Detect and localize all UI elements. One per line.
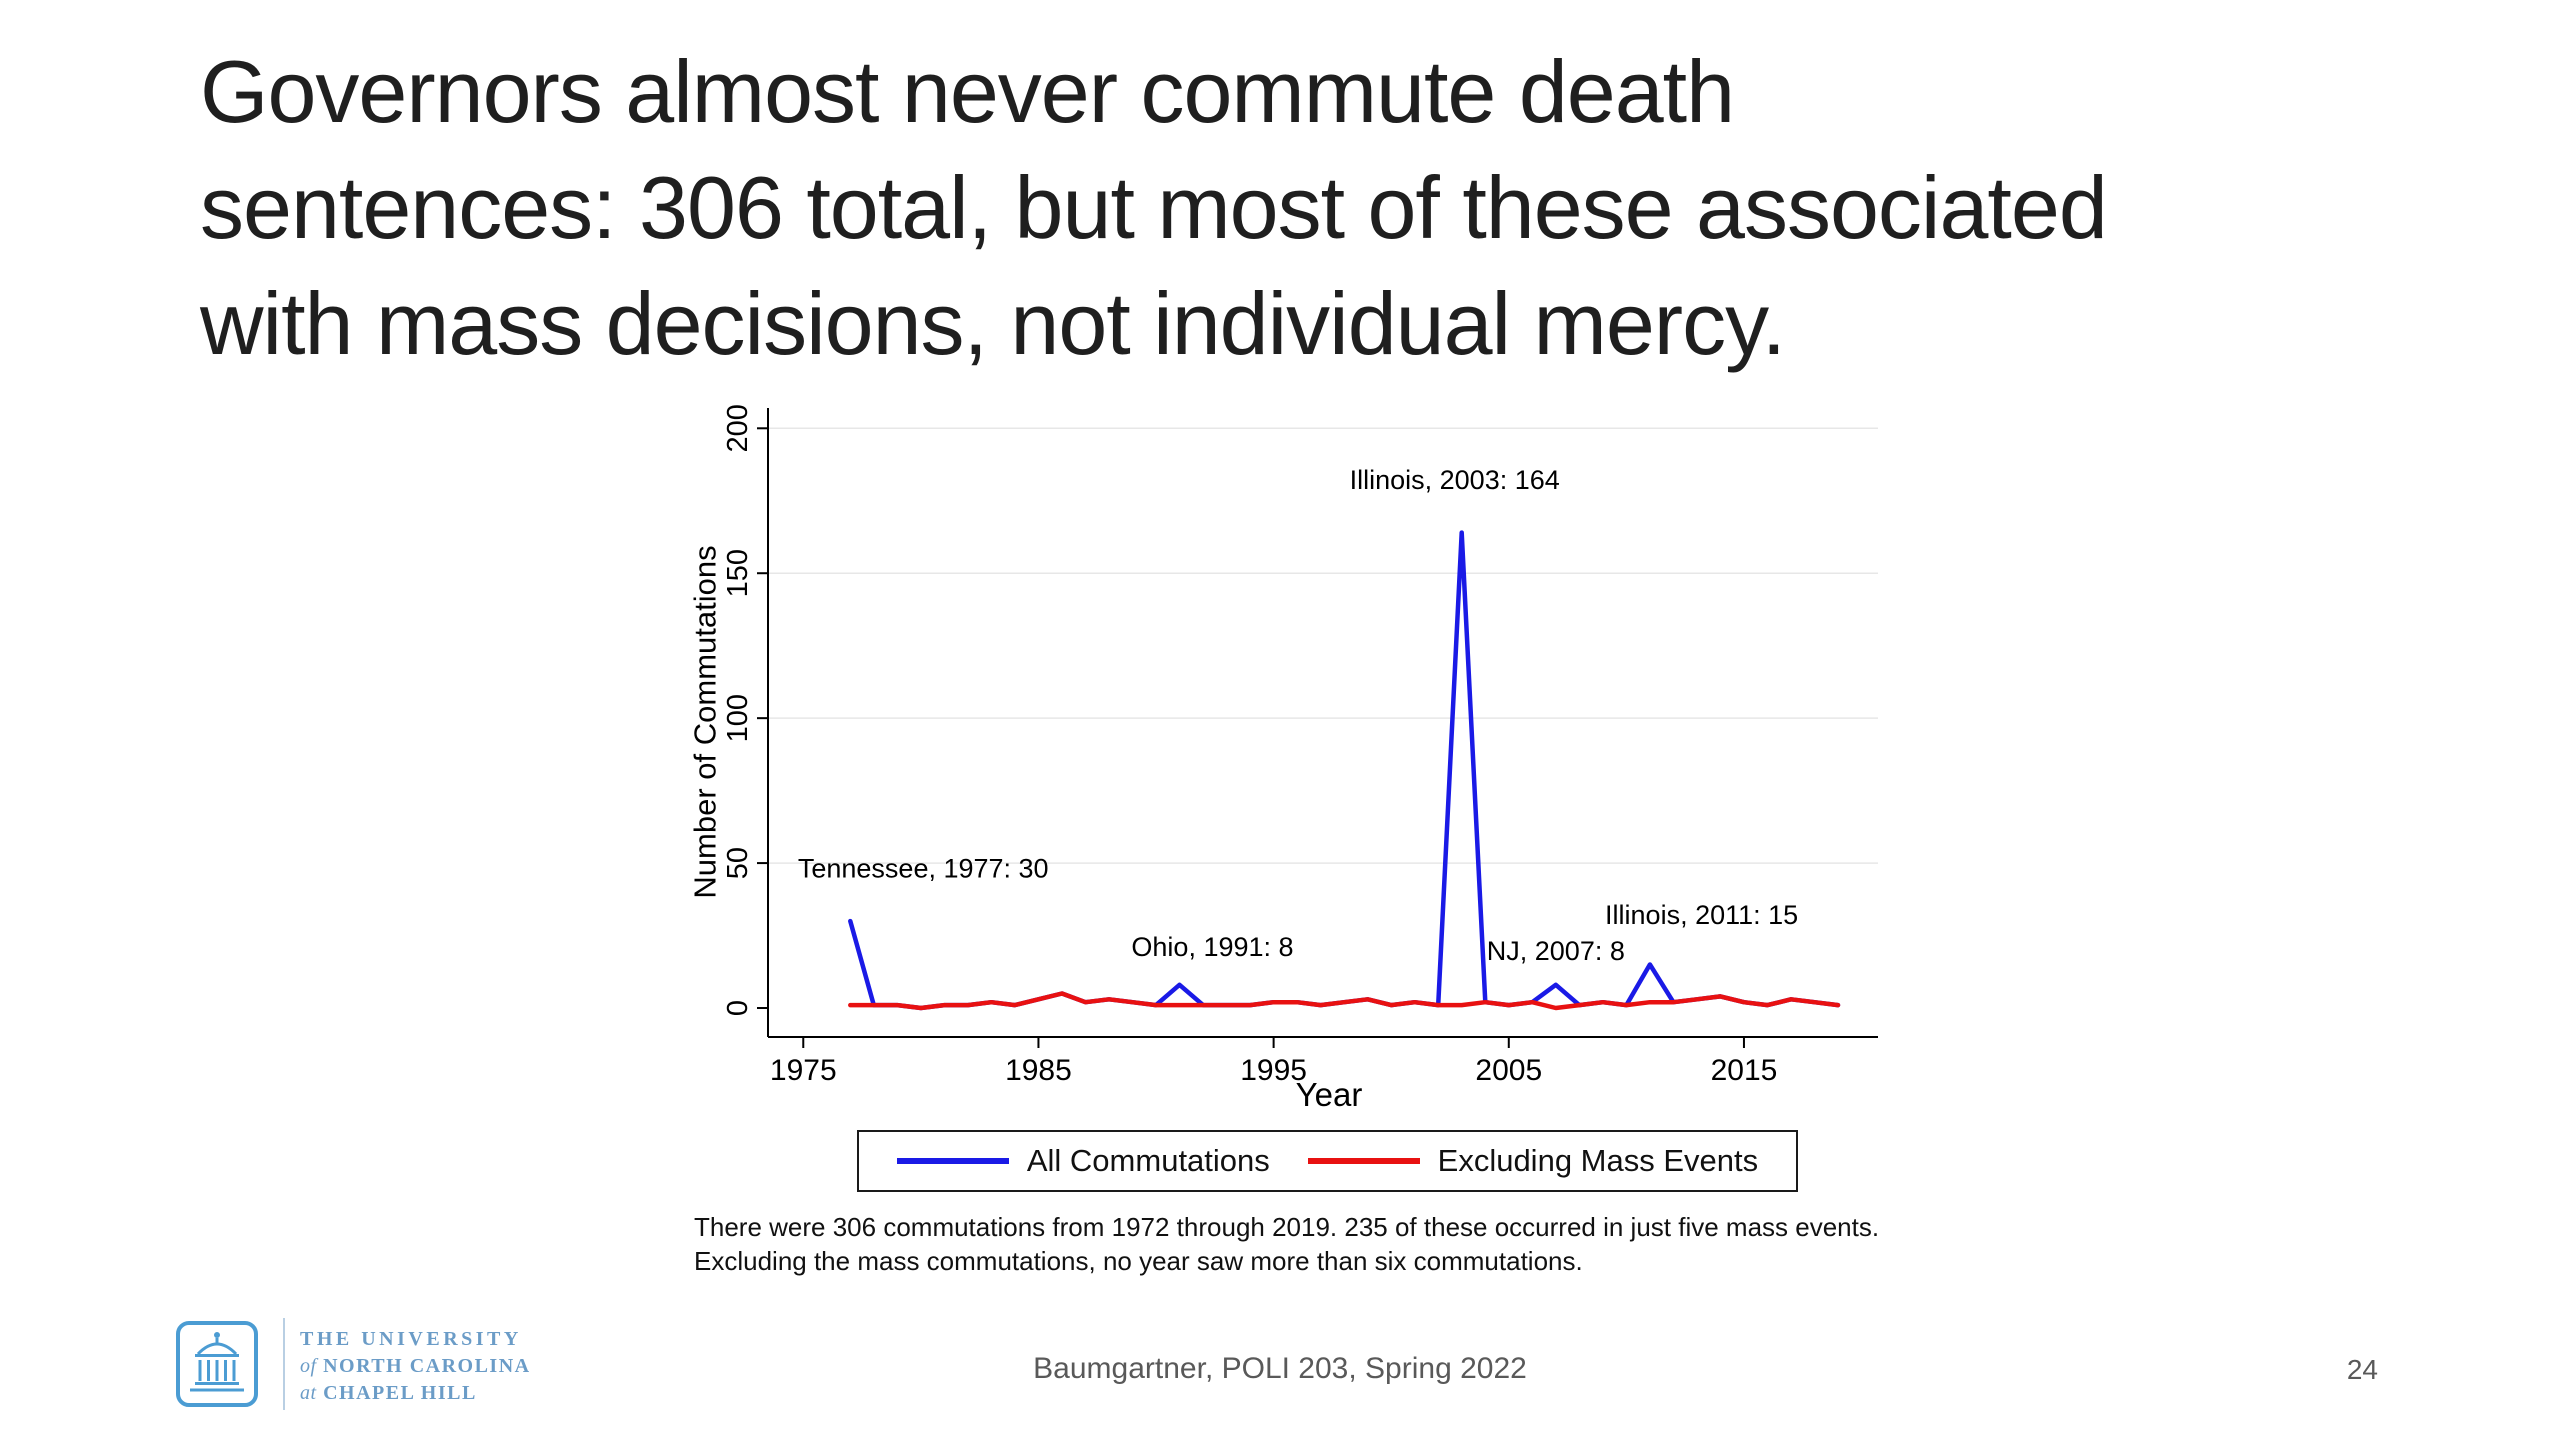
y-tick-label: 0 [722, 1000, 754, 1016]
chart-annotation: Tennessee, 1977: 30 [798, 854, 1049, 884]
chart-note-line-1: There were 306 commutations from 1972 th… [694, 1212, 1880, 1242]
slide-page-number: 24 [2346, 1354, 2378, 1385]
chart-legend: All Commutations Excluding Mass Events [857, 1130, 1798, 1192]
legend-label: Excluding Mass Events [1437, 1143, 1759, 1178]
chart-annotation: NJ, 2007: 8 [1487, 936, 1625, 966]
slide-title-line-3: with mass decisions, not individual merc… [200, 274, 1786, 373]
chart-annotation: Illinois, 2003: 164 [1350, 465, 1560, 495]
chart-annotation: Ohio, 1991: 8 [1131, 932, 1293, 962]
legend-label: All Commutations [1026, 1143, 1270, 1178]
y-tick-label: 200 [722, 404, 754, 452]
unc-old-well-logo-icon [176, 1321, 258, 1407]
y-axis-label: Number of Commutations [688, 545, 723, 898]
unc-wordmark-line-2: of NORTH CAROLINA [300, 1353, 531, 1380]
unc-wordmark: THE UNIVERSITY of NORTH CAROLINA at CHAP… [300, 1326, 531, 1407]
unc-wordmark-chapel-hill: CHAPEL HILL [323, 1382, 477, 1404]
chart-plot-area: 0 50 100 150 200 1975 1985 1995 2005 2015 Tennesse… [722, 404, 1878, 1087]
slide-title-line-1: Governors almost never commute death [200, 42, 1735, 141]
footer-attribution: Baumgartner, POLI 203, Spring 2022 [1033, 1352, 1527, 1385]
unc-wordmark-north-carolina: NORTH CAROLINA [323, 1355, 531, 1377]
y-tick-label: 100 [722, 694, 754, 742]
legend-item-all-commutations: All Commutations [896, 1143, 1270, 1179]
x-axis-label: Year [1296, 1076, 1363, 1113]
slide-title: Governors almost never commute death sen… [200, 34, 2460, 382]
logo-divider [283, 1318, 285, 1410]
legend-line-sample [896, 1158, 1009, 1164]
y-tick-label: 50 [722, 847, 754, 879]
x-tick-label: 1995 [1240, 1054, 1307, 1087]
x-tick-label: 2005 [1475, 1054, 1542, 1087]
slide-title-line-2: sentences: 306 total, but most of these … [200, 158, 2108, 257]
commutations-line-chart: 0 50 100 150 200 1975 1985 1995 2005 2015 Tennesse… [688, 404, 1878, 1113]
unc-wordmark-line-1: THE UNIVERSITY [300, 1328, 522, 1350]
legend-line-sample [1307, 1158, 1420, 1164]
unc-wordmark-at: at [300, 1382, 317, 1404]
x-tick-label: 1985 [1005, 1054, 1072, 1087]
x-tick-label: 1975 [770, 1054, 837, 1087]
legend-item-excluding-mass-events: Excluding Mass Events [1307, 1143, 1759, 1179]
chart-notes: There were 306 commutations from 1972 th… [694, 1210, 1879, 1278]
y-tick-label: 150 [722, 549, 754, 597]
unc-wordmark-line-3: at CHAPEL HILL [300, 1380, 531, 1407]
series-line-excluding-mass-events [848, 991, 1841, 1011]
unc-wordmark-of: of [300, 1355, 317, 1377]
series-line-all-commutations [848, 530, 1841, 1011]
chart-note-line-2: Excluding the mass commutations, no year… [694, 1246, 1583, 1276]
chart-annotation: Illinois, 2011: 15 [1605, 900, 1798, 930]
x-tick-label: 2015 [1711, 1054, 1778, 1087]
